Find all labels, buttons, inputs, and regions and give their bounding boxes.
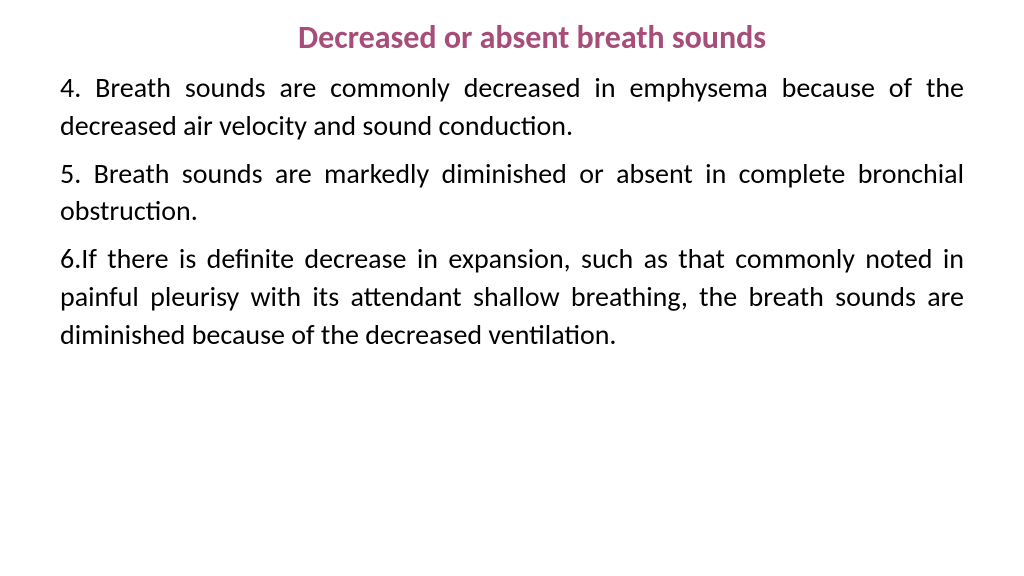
body-paragraph-5: 5. Breath sounds are markedly diminished… <box>60 155 964 231</box>
slide-title: Decreased or absent breath sounds <box>60 18 964 57</box>
body-paragraph-4: 4. Breath sounds are commonly decreased … <box>60 69 964 145</box>
body-paragraph-6: 6.If there is definite decrease in expan… <box>60 240 964 353</box>
